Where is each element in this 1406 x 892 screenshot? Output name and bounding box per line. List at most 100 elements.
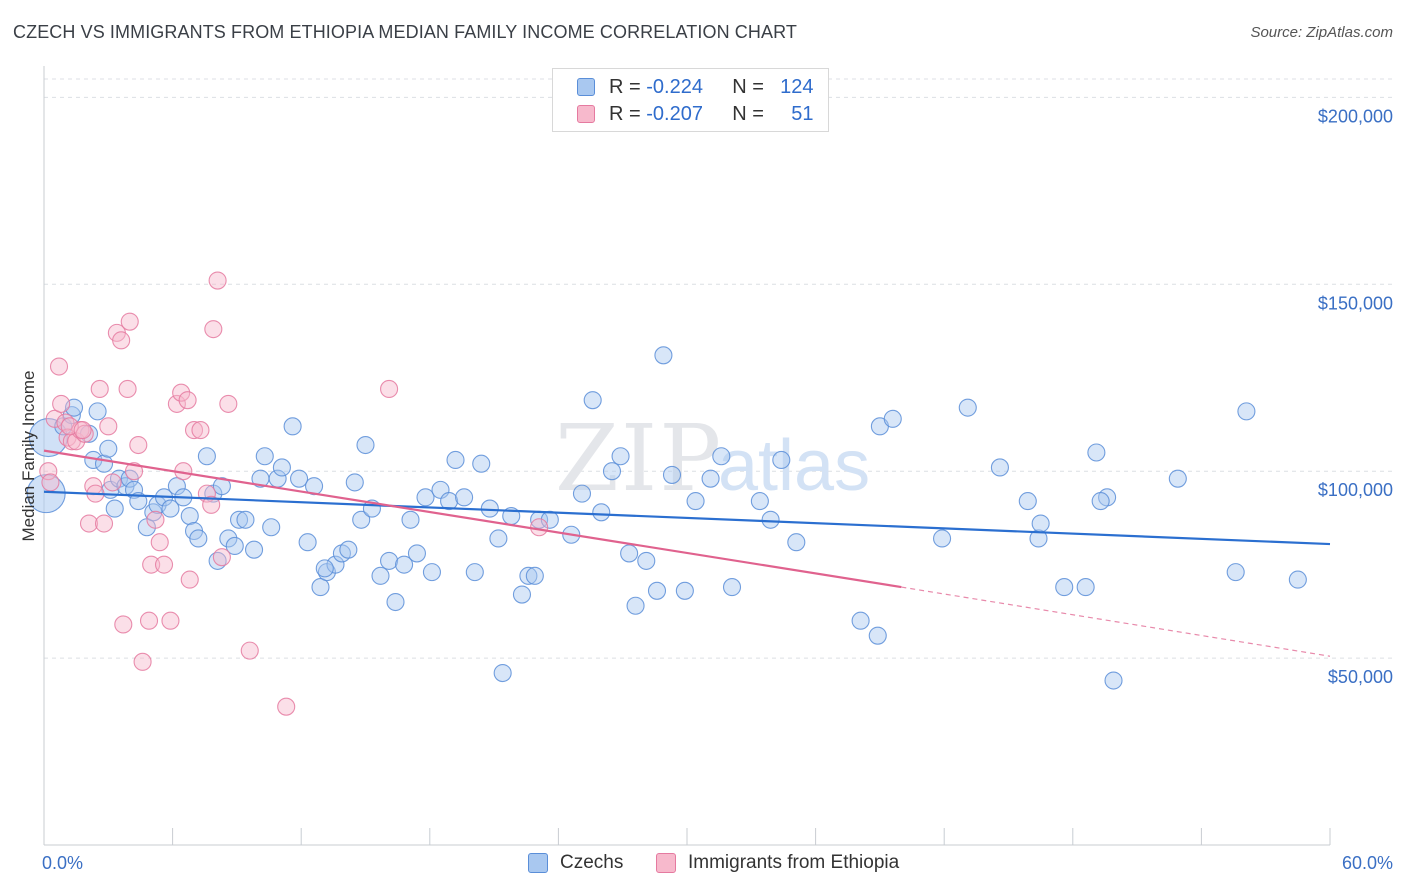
watermark-zip: ZIP [555, 405, 723, 512]
czech-point [161, 499, 180, 518]
czech-point [654, 346, 673, 365]
czech-point [371, 566, 390, 585]
legend-n-label: N = [732, 75, 764, 98]
ethiopia-point [103, 473, 122, 492]
czech-point [662, 465, 682, 484]
czech-point [712, 447, 731, 466]
y-tick-label: $150,000 [1318, 293, 1393, 313]
czech-point [283, 417, 302, 436]
czech-point [626, 596, 645, 615]
czech-point [422, 563, 441, 582]
czech-point [602, 462, 622, 481]
czech-point [750, 492, 769, 511]
czech-point [1087, 443, 1106, 462]
czech-point [124, 480, 144, 499]
czech-point [356, 435, 375, 455]
czech-trend-line [43, 490, 1331, 546]
ethiopia-point [114, 615, 133, 634]
ethiopia-point [124, 462, 144, 481]
ethiopia-point [133, 652, 152, 671]
czech-point [868, 626, 887, 645]
ethiopia-point [380, 379, 399, 399]
czech-point [28, 417, 68, 458]
ethiopia-trend-line [43, 449, 902, 589]
ethiopia-point [79, 514, 99, 533]
ethiopia-point [191, 421, 210, 440]
czech-point [1091, 492, 1110, 511]
czech-point [298, 533, 317, 552]
ethiopia-point [120, 312, 139, 331]
x-tick-label-right: 60.0% [1342, 853, 1393, 873]
czech-point [637, 551, 656, 570]
czech-point [620, 544, 639, 563]
bottom-legend-ethiopia: Immigrants from Ethiopia [656, 852, 899, 874]
watermark-atlas: atlas [718, 426, 870, 506]
ethiopia-point [73, 421, 92, 440]
czech-point [380, 551, 399, 570]
czech-point [88, 402, 107, 421]
czech-point [446, 450, 465, 470]
ethiopia-point [161, 611, 180, 630]
ethiopia-points [39, 271, 549, 716]
czech-point [236, 510, 255, 529]
chart-title: CZECH VS IMMIGRANTS FROM ETHIOPIA MEDIAN… [13, 22, 797, 42]
legend-row-ethiopia: R = -0.207 N = 51 [577, 102, 814, 126]
czech-point [583, 391, 602, 410]
ethiopia-point [180, 570, 199, 589]
czech-point [686, 492, 705, 511]
czech-point [345, 473, 364, 492]
czech-point [94, 454, 114, 473]
czech-point [883, 409, 902, 428]
ethiopia-point [146, 510, 165, 529]
legend-swatch-czechs [577, 78, 595, 96]
czech-point [572, 484, 592, 503]
czech-point [290, 469, 309, 488]
legend-row-czechs: R = -0.224 N = 124 [577, 75, 814, 99]
czech-point [197, 447, 216, 466]
legend-r-value-ethiopia: -0.207 [646, 102, 703, 125]
czech-point [407, 544, 426, 563]
czech-point [525, 566, 544, 585]
legend-swatch-ethiopia [577, 105, 595, 123]
czech-point [611, 447, 630, 466]
czech-point [958, 398, 977, 417]
y-tick-label: $100,000 [1318, 480, 1393, 500]
legend-n-value-ethiopia: 51 [791, 102, 814, 125]
czech-point [244, 540, 264, 559]
legend-r-label: R = [609, 75, 641, 98]
czech-point [326, 555, 345, 574]
trend-lines [43, 449, 1331, 657]
czech-point [512, 585, 532, 604]
bottom-legend-czechs: Czechs [528, 852, 623, 874]
ethiopia-point [112, 331, 131, 350]
czech-point [62, 406, 81, 425]
y-tick-label: $200,000 [1318, 106, 1393, 126]
legend-n-label: N = [732, 102, 764, 125]
czech-point [395, 555, 414, 574]
ethiopia-point [240, 641, 259, 660]
ethiopia-point [41, 473, 60, 492]
ethiopia-point [129, 435, 148, 455]
czech-point [315, 559, 334, 578]
ethiopia-point [150, 533, 169, 552]
watermark: ZIP atlas [555, 405, 870, 512]
ethiopia-trend-extension [901, 586, 1331, 657]
czech-point [701, 469, 720, 488]
czech-point [212, 477, 231, 496]
ethiopia-point [49, 357, 69, 376]
ethiopia-point [184, 421, 204, 440]
czech-point [167, 477, 186, 496]
ethiopia-point [208, 271, 227, 290]
czech-point [472, 454, 491, 473]
czech-point [519, 566, 538, 585]
czech-point [180, 506, 199, 526]
czech-point [311, 578, 330, 597]
czech-point [455, 488, 474, 507]
czech-point [272, 458, 291, 477]
ethiopia-point [52, 394, 71, 413]
ethiopia-point [94, 514, 114, 533]
legend: R = -0.224 N = 124 R = -0.207 N = 51 [552, 68, 829, 132]
ethiopia-point [178, 391, 197, 410]
czech-point [99, 439, 118, 458]
czech-point [255, 447, 274, 466]
